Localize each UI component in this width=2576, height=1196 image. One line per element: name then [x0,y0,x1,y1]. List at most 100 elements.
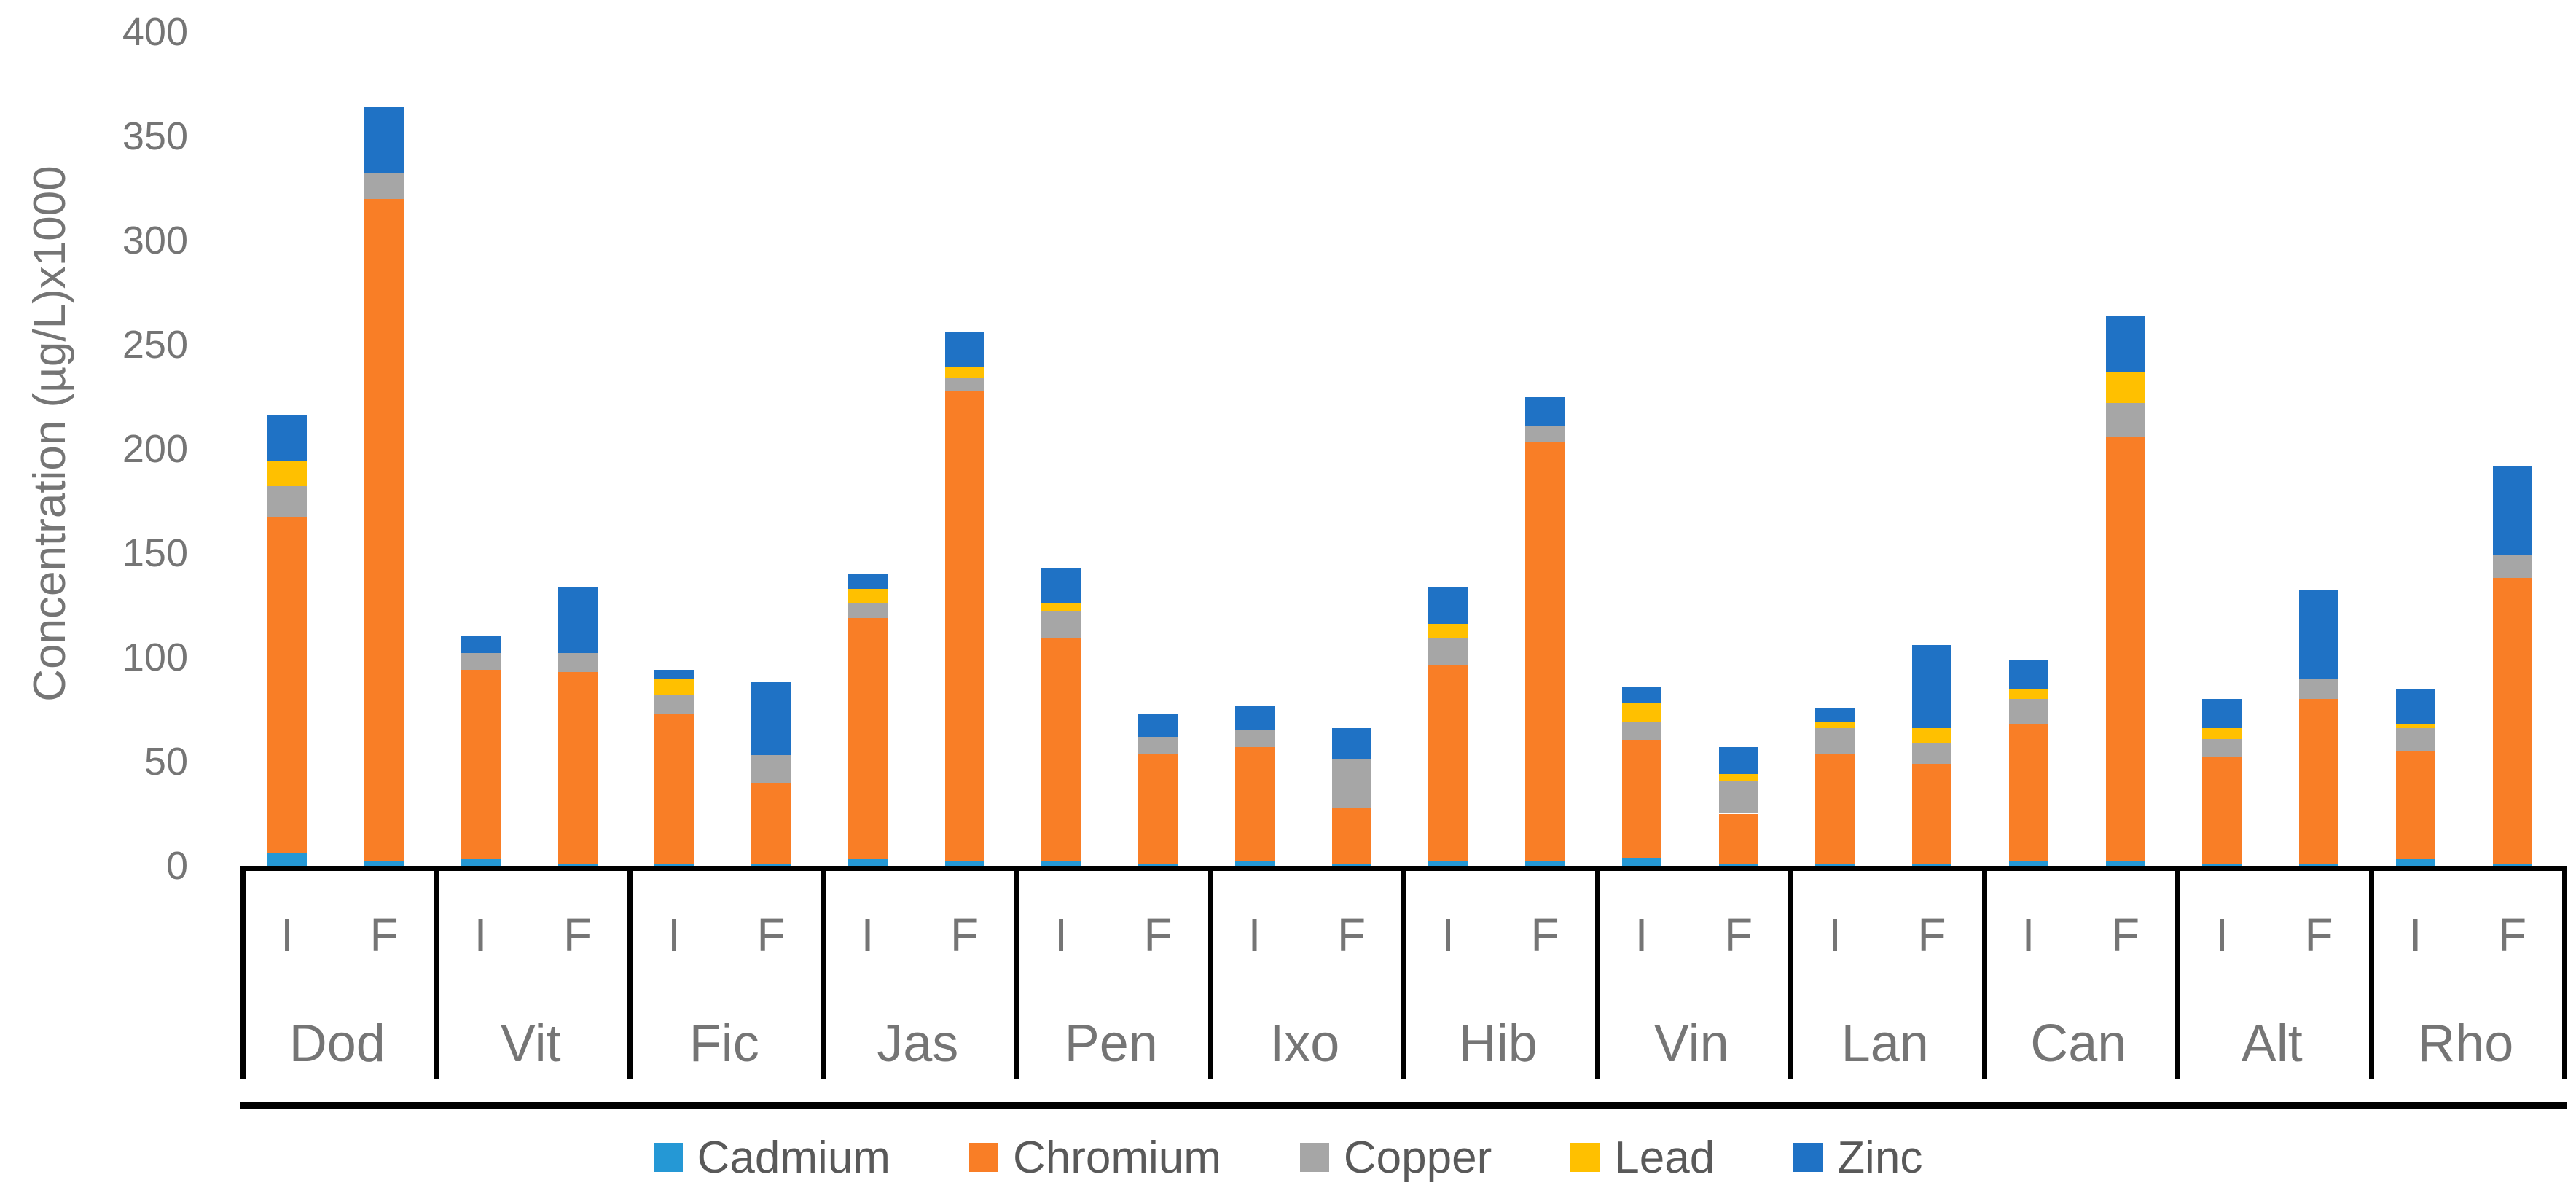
legend-swatch-lead [1570,1143,1600,1172]
bar-segment-chromium-vin-f [1718,813,1758,864]
bar-label-i-rho: I [2408,909,2422,961]
bar-segment-lead-can-f [2105,372,2145,404]
bar-segment-copper-can-f [2105,403,2145,437]
legend: Cadmium Chromium Copper Lead Zinc [0,1131,2576,1184]
bar-segment-copper-vit-i [461,653,501,671]
bar-segment-chromium-hib-f [1525,442,1565,862]
category-label-hib: Hib [1458,1015,1538,1073]
bar-segment-chromium-hib-i [1428,665,1468,862]
bar-segment-cadmium-ixo-f [1331,864,1371,866]
bar-label-f-alt: F [2304,909,2333,961]
legend-item-lead: Lead [1570,1132,1715,1184]
bar-segment-zinc-jas-i [847,574,888,589]
category-divider [1207,866,1213,1079]
bar-segment-copper-rho-i [2395,728,2435,751]
bar-segment-zinc-fic-i [654,670,694,679]
bar-segment-chromium-pen-f [1138,753,1178,864]
bar-segment-zinc-hib-f [1525,396,1565,426]
bar-label-i-vit: I [474,909,488,961]
bar-segment-lead-hib-i [1428,624,1468,639]
bar-segment-zinc-ixo-f [1331,728,1371,760]
bar-segment-lead-vin-i [1621,703,1661,722]
bar-segment-cadmium-vin-i [1621,857,1661,866]
bar-segment-cadmium-vin-f [1718,864,1758,866]
bar-segment-cadmium-hib-f [1525,861,1565,866]
bar-segment-lead-rho-i [2395,724,2435,729]
bar-label-i-dod: I [281,909,294,961]
bar-segment-copper-alt-i [2202,738,2242,758]
category-label-fic: Fic [689,1015,759,1073]
bar-segment-chromium-jas-i [847,617,888,860]
bar-segment-zinc-pen-f [1138,714,1178,737]
bar-segment-lead-lan-i [1815,722,1855,729]
bar-segment-lead-dod-i [267,461,307,487]
bar-segment-chromium-ixo-f [1331,807,1371,864]
bar-segment-copper-vit-f [557,653,598,672]
bar-segment-cadmium-jas-f [944,861,984,866]
bar-segment-chromium-lan-f [1912,763,1951,864]
bar-segment-copper-hib-i [1428,638,1468,666]
bar-segment-copper-fic-f [751,755,791,783]
category-label-rho: Rho [2417,1015,2514,1073]
y-tick-label: 300 [122,219,188,262]
bar-label-i-can: I [2021,909,2035,961]
x-axis-bottom-border [240,1102,2567,1109]
bar-segment-copper-dod-f [364,173,404,199]
bar-segment-cadmium-hib-i [1428,861,1468,866]
bar-segment-copper-ixo-f [1331,759,1371,808]
bar-segment-copper-dod-i [267,486,307,518]
category-divider [1788,866,1793,1079]
legend-label-chromium: Chromium [1012,1132,1221,1183]
y-tick-label: 150 [122,531,188,575]
bar-label-f-pen: F [1143,909,1172,961]
bar-segment-zinc-jas-f [944,332,984,368]
bar-segment-lead-lan-f [1912,728,1951,743]
legend-item-copper: Copper [1299,1132,1492,1184]
bar-segment-copper-vin-i [1621,722,1661,741]
bar-segment-chromium-rho-f [2492,578,2532,864]
bar-segment-lead-alt-i [2202,728,2242,739]
bar-segment-cadmium-lan-f [1912,864,1951,866]
bar-segment-chromium-rho-i [2395,751,2435,860]
bar-segment-copper-jas-i [847,603,888,618]
bar-label-i-lan: I [1828,909,1841,961]
legend-swatch-copper [1299,1143,1329,1172]
bar-segment-chromium-vit-f [557,672,598,864]
bar-segment-cadmium-dod-f [364,861,404,866]
y-tick-label: 400 [122,10,188,54]
bar-segment-cadmium-pen-i [1041,861,1081,866]
bar-segment-cadmium-rho-f [2492,864,2532,866]
bar-segment-copper-lan-i [1815,728,1855,754]
category-divider [1981,866,1987,1079]
bar-label-f-rho: F [2497,909,2527,961]
bar-segment-copper-fic-i [654,695,694,714]
bar-segment-chromium-alt-i [2202,757,2242,864]
legend-label-copper: Copper [1343,1132,1492,1183]
bar-segment-chromium-dod-f [364,198,404,862]
bar-segment-cadmium-vit-f [557,864,598,866]
bar-segment-cadmium-lan-i [1815,864,1855,866]
bar-segment-zinc-alt-i [2202,699,2242,729]
y-tick-label: 200 [122,427,188,471]
bar-segment-cadmium-alt-i [2202,864,2242,866]
bar-segment-zinc-can-i [2008,659,2048,689]
bar-segment-zinc-fic-f [751,682,791,756]
bar-segment-copper-jas-f [944,378,984,391]
bar-label-i-hib: I [1441,909,1455,961]
bar-label-f-lan: F [1917,909,1946,961]
bar-segment-zinc-ixo-i [1234,705,1275,731]
bar-segment-chromium-jas-f [944,390,984,862]
legend-swatch-cadmium [653,1143,683,1172]
bar-segment-zinc-lan-i [1815,707,1855,722]
bar-segment-zinc-vit-i [461,636,501,654]
bar-segment-cadmium-can-f [2105,861,2145,866]
bar-segment-cadmium-can-i [2008,861,2048,866]
category-divider [1594,866,1600,1079]
bar-segment-copper-pen-f [1138,736,1178,754]
bar-segment-lead-jas-f [944,367,984,378]
y-tick-label: 250 [122,323,188,367]
y-tick-label: 100 [122,636,188,679]
y-tick-label: 350 [122,114,188,158]
bar-segment-lead-pen-i [1041,603,1081,612]
